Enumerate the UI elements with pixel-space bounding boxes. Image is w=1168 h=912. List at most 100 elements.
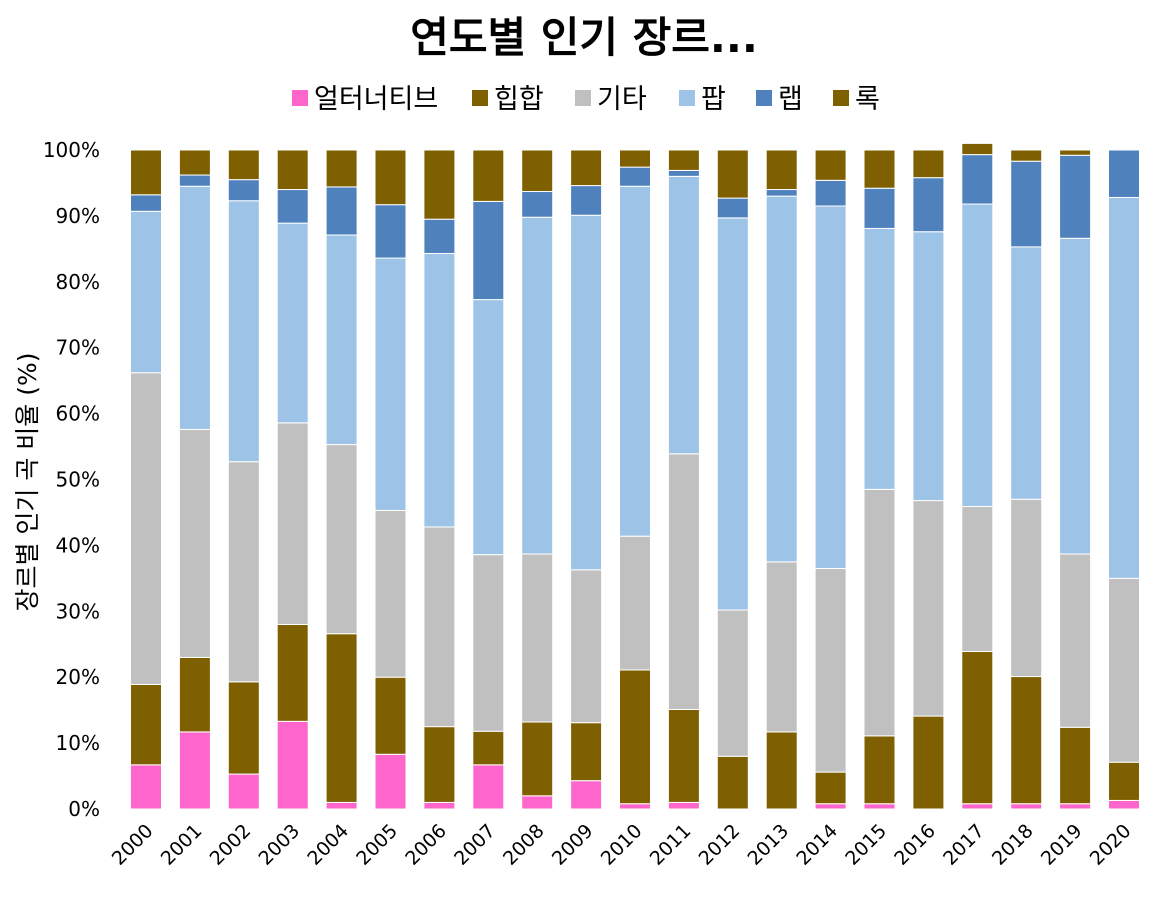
bar-segment-2020-1 xyxy=(1108,761,1140,801)
bar-segment-2017-4 xyxy=(961,154,994,205)
bar-segment-2012-4 xyxy=(716,197,749,219)
bar-segment-2012-5 xyxy=(716,149,749,199)
bar-segment-2006-3 xyxy=(423,252,456,528)
bar-segment-2015-5 xyxy=(863,149,896,189)
bar-segment-2000-4 xyxy=(130,194,162,212)
legend-swatch-4 xyxy=(756,90,772,106)
bar-segment-2005-5 xyxy=(374,149,407,206)
bar-segment-2020-4 xyxy=(1108,149,1140,198)
x-tick-label: 2004 xyxy=(303,820,353,870)
bar-segment-2014-1 xyxy=(814,771,847,805)
bar-segment-2003-4 xyxy=(276,189,309,224)
bar-segment-2002-2 xyxy=(227,461,260,683)
bar-segment-2018-5 xyxy=(1010,149,1043,162)
legend-swatch-3 xyxy=(679,90,695,106)
bar-segment-2009-0 xyxy=(570,780,603,810)
x-tick-label: 2009 xyxy=(548,820,598,870)
bar-segment-2005-4 xyxy=(374,204,407,259)
x-tick-label: 2003 xyxy=(254,820,304,870)
bar-segment-2016-2 xyxy=(912,500,945,717)
y-tick-label: 100% xyxy=(43,138,100,162)
bar-segment-2020-3 xyxy=(1108,196,1140,579)
bar-segment-2019-2 xyxy=(1059,553,1092,728)
bar-segment-2013-5 xyxy=(765,149,798,191)
bar-segment-2005-0 xyxy=(374,753,407,810)
bar-segment-2008-2 xyxy=(521,553,554,723)
bar-segment-2013-4 xyxy=(765,189,798,197)
y-axis-label: 장르별 인기 곡 비율 (%) xyxy=(13,352,42,611)
bar-segment-2011-0 xyxy=(667,801,700,810)
bar-segment-2019-1 xyxy=(1059,726,1092,805)
bar-segment-2004-3 xyxy=(325,234,358,446)
x-axis-ticks: 2000 2001 2002 2003 2004 2005 2006 2007 2008 2009… xyxy=(108,820,1136,870)
bar-segment-2017-0 xyxy=(961,803,994,810)
bar-segment-2002-3 xyxy=(227,200,260,463)
bar-segment-2000-5 xyxy=(130,149,162,196)
legend-label-2: 기타 xyxy=(597,84,647,115)
bar-segment-2007-5 xyxy=(472,149,505,202)
x-tick-label: 2005 xyxy=(352,820,402,870)
bar-segment-2014-5 xyxy=(814,149,847,181)
x-tick-label: 2013 xyxy=(743,820,793,870)
x-tick-label: 2015 xyxy=(841,820,891,870)
bar-segment-2001-2 xyxy=(178,428,211,658)
x-tick-label: 2019 xyxy=(1037,820,1087,870)
y-tick-label: 40% xyxy=(56,533,100,557)
bar-segment-2007-1 xyxy=(472,730,505,766)
bar-segment-2001-5 xyxy=(178,149,211,176)
bar-segment-2002-4 xyxy=(227,179,260,202)
bar-segment-2012-1 xyxy=(716,755,749,810)
bar-segment-2000-1 xyxy=(130,683,162,766)
bar-segment-2011-5 xyxy=(667,149,700,171)
legend-swatch-1 xyxy=(472,90,488,106)
bar-segment-2000-3 xyxy=(130,210,162,374)
bar-segment-2000-0 xyxy=(130,764,162,810)
bar-segment-2019-4 xyxy=(1059,154,1092,239)
bar-segment-2009-1 xyxy=(570,722,603,782)
bar-segment-2007-0 xyxy=(472,764,505,810)
bar-segment-2011-3 xyxy=(667,175,700,455)
bar-segment-2010-1 xyxy=(619,669,651,805)
bar-segment-2014-2 xyxy=(814,567,847,773)
bar-segment-2017-2 xyxy=(961,506,994,652)
bar-segment-2000-2 xyxy=(130,372,162,685)
bar-segment-2006-1 xyxy=(423,726,456,803)
bar-segment-2018-0 xyxy=(1010,803,1043,810)
bar-segment-2018-3 xyxy=(1010,246,1043,500)
bar-segment-2003-3 xyxy=(276,222,309,424)
x-tick-label: 2011 xyxy=(646,820,696,870)
x-tick-label: 2001 xyxy=(157,820,207,870)
bar-segment-2016-1 xyxy=(912,715,945,810)
bar-segment-2019-0 xyxy=(1059,803,1092,810)
bar-segment-2002-1 xyxy=(227,681,260,775)
x-tick-label: 2000 xyxy=(108,820,158,870)
bar-segment-2005-1 xyxy=(374,676,407,755)
y-tick-label: 90% xyxy=(56,204,100,228)
bar-segment-2006-2 xyxy=(423,526,456,728)
bar-segment-2018-1 xyxy=(1010,676,1043,805)
legend-swatch-2 xyxy=(575,90,591,106)
legend-label-5: 록 xyxy=(855,84,880,115)
bar-segment-2004-4 xyxy=(325,186,358,236)
bar-segment-2005-3 xyxy=(374,257,407,511)
bar-segment-2007-4 xyxy=(472,200,505,301)
bar-segment-2011-4 xyxy=(667,169,700,177)
bar-segment-2019-5 xyxy=(1059,149,1092,156)
bar-segment-2017-3 xyxy=(961,203,994,508)
bar-segment-2004-2 xyxy=(325,444,358,635)
x-tick-label: 2006 xyxy=(401,820,451,870)
bar-segment-2004-5 xyxy=(325,149,358,188)
bar-segment-2001-0 xyxy=(178,731,211,810)
y-tick-label: 30% xyxy=(56,599,100,623)
bar-segment-2004-1 xyxy=(325,633,358,803)
bar-segment-2011-2 xyxy=(667,453,700,710)
bar-segment-2003-5 xyxy=(276,149,309,191)
bar-segment-2016-5 xyxy=(912,149,945,179)
bar-segment-2014-4 xyxy=(814,179,847,207)
bar-segment-2013-1 xyxy=(765,731,798,810)
legend-label-0: 얼터너티브 xyxy=(314,84,438,115)
bar-segment-2018-4 xyxy=(1010,160,1043,248)
bar-segment-2010-4 xyxy=(619,166,651,187)
bar-segment-2015-1 xyxy=(863,735,896,805)
bar-segment-2020-2 xyxy=(1108,577,1140,763)
